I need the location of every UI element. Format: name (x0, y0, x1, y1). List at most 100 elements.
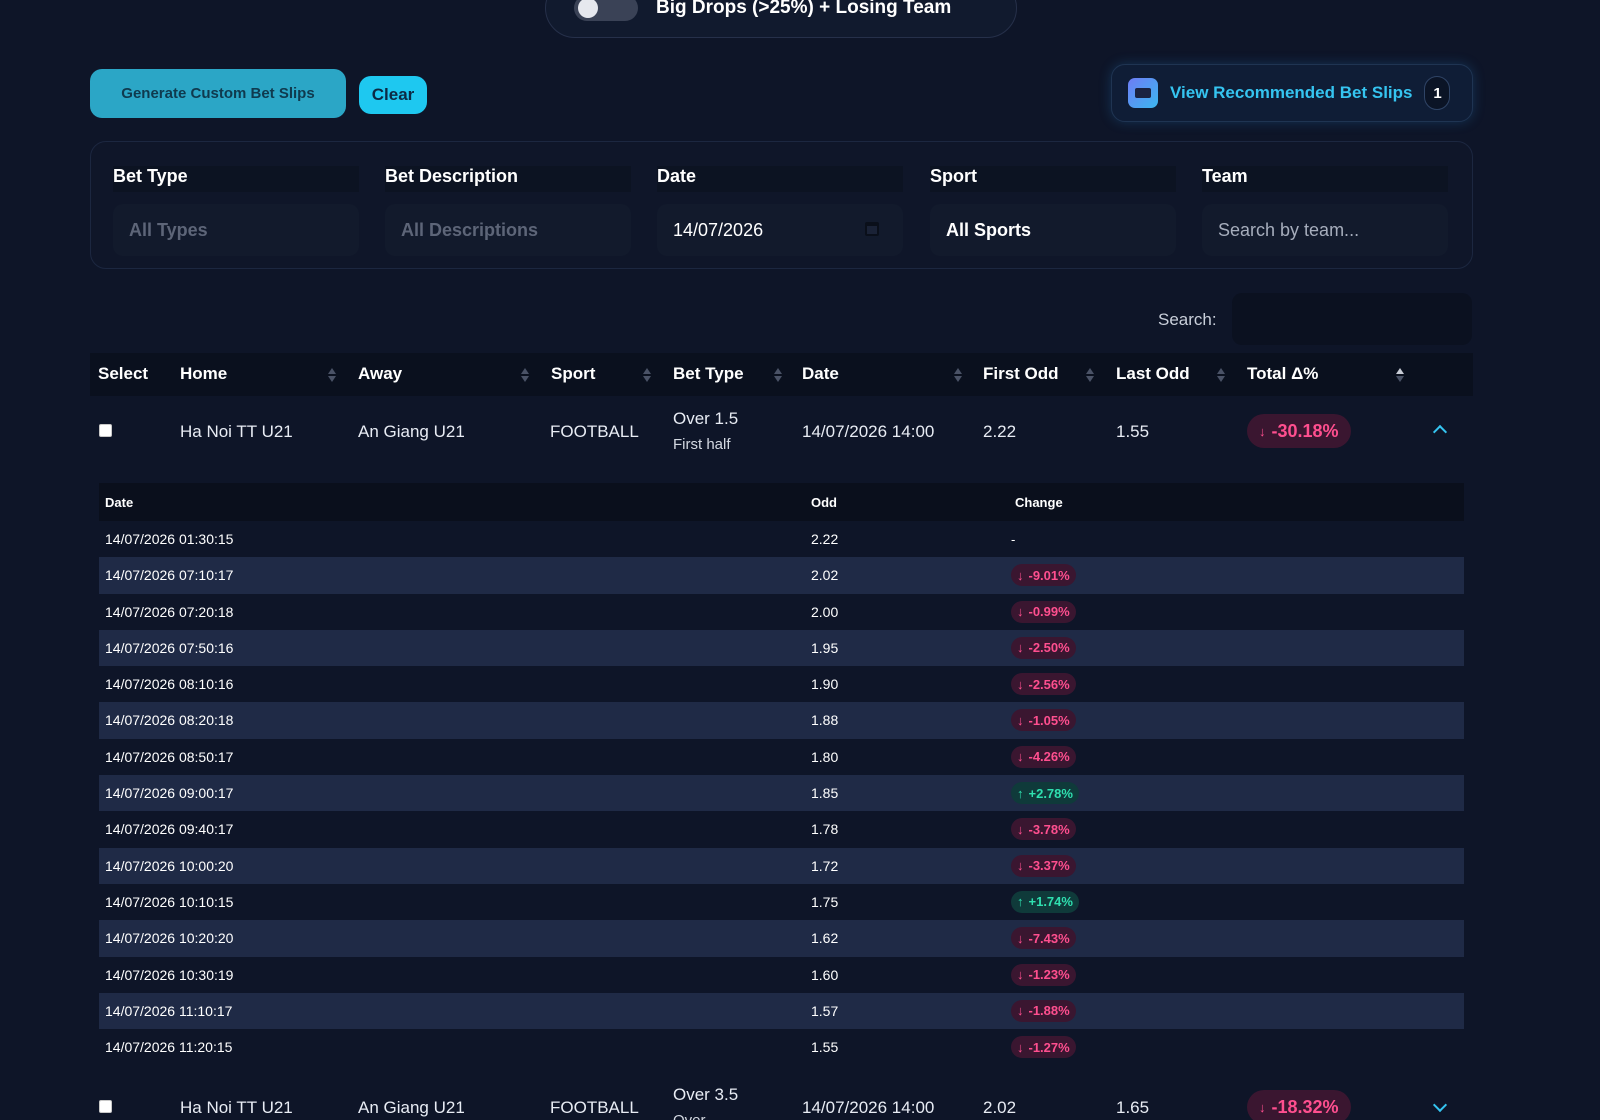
sort-last-odd-icon[interactable] (1216, 365, 1226, 385)
collapse-chevron-icon[interactable] (1433, 422, 1445, 434)
recommended-count-badge: 1 (1424, 76, 1451, 110)
team-label: Team (1202, 166, 1448, 192)
history-row: 14/07/2026 11:10:17 1.57 ↓ -1.88% (99, 992, 1464, 1030)
sort-away-icon[interactable] (520, 365, 530, 385)
down-arrow-icon: ↓ (1017, 858, 1024, 874)
history-date: 14/07/2026 08:10:16 (105, 676, 234, 693)
sort-date-icon[interactable] (953, 365, 963, 385)
history-odd: 2.02 (811, 567, 839, 584)
row-date: 14/07/2026 14:00 (802, 422, 935, 441)
history-odd: 1.57 (811, 1002, 839, 1019)
header-select: Select (98, 364, 149, 383)
history-date: 14/07/2026 10:20:20 (105, 930, 234, 947)
history-change-badge: ↓ -3.37% (1011, 854, 1076, 877)
history-odd: 2.22 (811, 531, 839, 547)
row-select-checkbox[interactable] (99, 1100, 112, 1113)
row-home: Ha Noi TT U21 (180, 422, 293, 441)
row-select-checkbox[interactable] (99, 424, 112, 437)
header-date[interactable]: Date (802, 364, 839, 383)
sport-select[interactable]: All Sports (930, 204, 1176, 256)
filters-panel: Bet Type All Types Bet Description All D… (90, 141, 1473, 269)
history-date: 14/07/2026 07:50:16 (105, 639, 234, 656)
big-drops-filter-toggle[interactable]: Big Drops (>25%) + Losing Team (545, 0, 1017, 38)
bet-description-select[interactable]: All Descriptions (385, 204, 631, 256)
header-bet-type[interactable]: Bet Type (673, 364, 744, 383)
bet-description-filter: Bet Description All Descriptions (385, 166, 631, 256)
row-away: An Giang U21 (358, 422, 465, 441)
history-odd: 2.00 (811, 603, 839, 620)
date-filter: Date 14/07/2026 (657, 166, 903, 256)
date-label: Date (657, 166, 903, 192)
table-row[interactable]: Ha Noi TT U21 An Giang U21 FOOTBALL Over… (90, 1072, 1473, 1120)
total-change-value: -30.18% (1271, 420, 1339, 441)
generate-custom-bet-slips-button[interactable]: Generate Custom Bet Slips (90, 69, 346, 118)
team-filter: Team Search by team... (1202, 166, 1448, 256)
bet-type-select[interactable]: All Types (113, 204, 359, 256)
history-odd: 1.75 (811, 893, 839, 910)
down-arrow-icon: ↓ (1017, 821, 1024, 837)
history-row: 14/07/2026 01:30:15 2.22 - (99, 521, 1464, 557)
toggle-switch[interactable] (574, 0, 638, 21)
row-bet-subtype: Over (673, 1112, 706, 1120)
sport-label: Sport (930, 166, 1176, 192)
down-arrow-icon: ↓ (1017, 1003, 1024, 1019)
date-input[interactable]: 14/07/2026 (657, 204, 903, 256)
calendar-icon[interactable] (865, 222, 879, 236)
history-change-badge: ↓ -4.26% (1011, 745, 1076, 768)
header-first-odd[interactable]: First Odd (983, 364, 1059, 383)
view-recommended-bet-slips-button[interactable]: View Recommended Bet Slips 1 (1111, 64, 1473, 122)
history-row: 14/07/2026 07:20:18 2.00 ↓ -0.99% (99, 594, 1464, 630)
search-label: Search: (1158, 310, 1217, 329)
history-change-badge: ↓ -1.27% (1011, 1036, 1076, 1059)
team-search-input[interactable]: Search by team... (1202, 204, 1448, 256)
expand-chevron-icon[interactable] (1433, 1100, 1445, 1112)
odds-history-table: Date Odd Change 14/07/2026 01:30:15 2.22 -… (99, 483, 1464, 1065)
history-date: 14/07/2026 08:50:17 (105, 748, 234, 765)
history-change-badge: ↓ -2.56% (1011, 673, 1076, 696)
down-arrow-icon: ↓ (1259, 1099, 1266, 1115)
header-last-odd[interactable]: Last Odd (1116, 364, 1190, 383)
history-header-change: Change (1015, 495, 1063, 510)
sort-bet-type-icon[interactable] (773, 365, 783, 385)
sort-total-change-icon[interactable] (1395, 365, 1405, 385)
clear-button[interactable]: Clear (359, 76, 427, 114)
history-row: 14/07/2026 11:20:15 1.55 ↓ -1.27% (99, 1029, 1464, 1065)
table-row[interactable]: Ha Noi TT U21 An Giang U21 FOOTBALL Over… (90, 396, 1473, 466)
history-change-value: -1.05% (1028, 712, 1070, 728)
history-row: 14/07/2026 10:30:19 1.60 ↓ -1.23% (99, 957, 1464, 993)
row-last-odd: 1.55 (1116, 422, 1150, 441)
row-first-odd: 2.02 (983, 1098, 1017, 1117)
history-change-value: - (1011, 531, 1016, 547)
history-header-odd: Odd (811, 495, 837, 510)
history-date: 14/07/2026 01:30:15 (105, 531, 234, 547)
sort-first-odd-icon[interactable] (1085, 365, 1095, 385)
history-change-badge: ↓ -9.01% (1011, 564, 1076, 587)
history-date: 14/07/2026 09:40:17 (105, 821, 234, 838)
total-change-value: -18.32% (1271, 1096, 1339, 1117)
search-input[interactable] (1232, 293, 1472, 345)
header-sport[interactable]: Sport (551, 364, 596, 383)
history-date: 14/07/2026 10:10:15 (105, 893, 234, 910)
history-row: 14/07/2026 08:50:17 1.80 ↓ -4.26% (99, 739, 1464, 775)
history-date: 14/07/2026 10:00:20 (105, 857, 234, 874)
sort-sport-icon[interactable] (642, 365, 652, 385)
toggle-knob (578, 0, 598, 18)
history-odd: 1.90 (811, 676, 839, 693)
history-row: 14/07/2026 07:50:16 1.95 ↓ -2.50% (99, 629, 1464, 667)
history-row: 14/07/2026 09:40:17 1.78 ↓ -3.78% (99, 811, 1464, 847)
history-date: 14/07/2026 10:30:19 (105, 966, 234, 983)
header-home[interactable]: Home (180, 364, 228, 383)
row-bet-subtype: First half (673, 436, 731, 453)
down-arrow-icon: ↓ (1017, 640, 1024, 656)
history-row: 14/07/2026 10:20:20 1.62 ↓ -7.43% (99, 920, 1464, 957)
odds-history-header: Date Odd Change (99, 483, 1464, 521)
history-change-badge: ↓ -2.50% (1011, 636, 1076, 659)
sport-filter: Sport All Sports (930, 166, 1176, 256)
history-change-badge: ↓ -3.78% (1011, 818, 1076, 841)
header-away[interactable]: Away (358, 364, 403, 383)
down-arrow-icon: ↓ (1017, 930, 1024, 946)
header-total-change[interactable]: Total Δ% (1247, 364, 1319, 383)
history-change-badge: ↑ +1.74% (1011, 890, 1079, 913)
history-change-value: -4.26% (1028, 749, 1070, 765)
sort-home-icon[interactable] (327, 365, 337, 385)
